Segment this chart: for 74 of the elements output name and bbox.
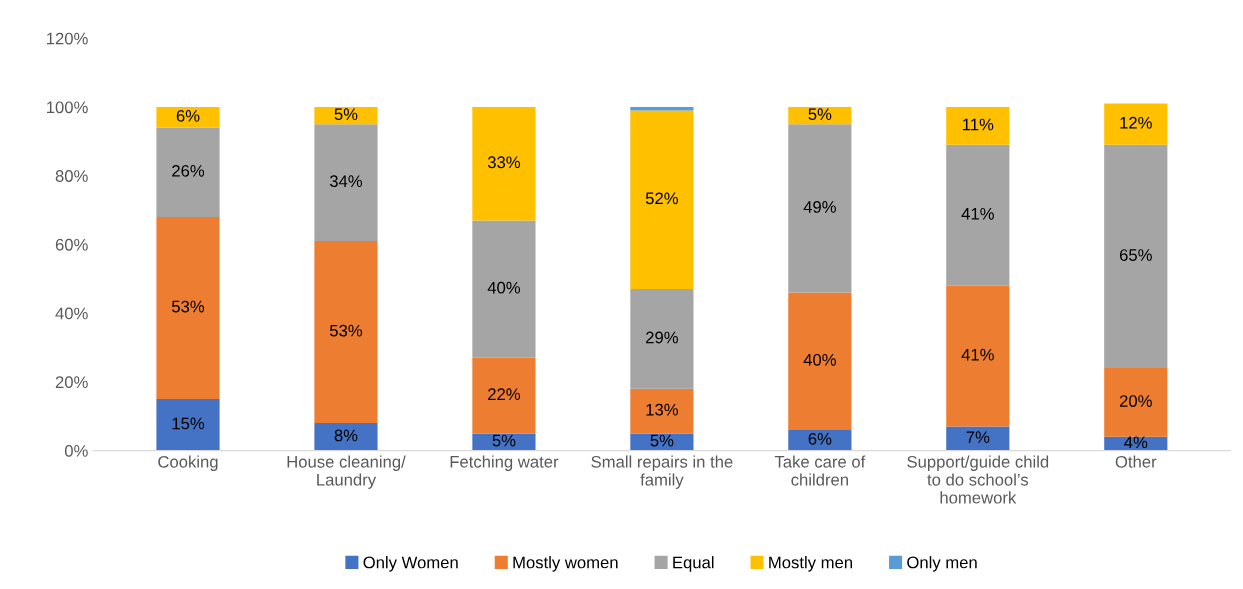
data-label: 7% (966, 431, 990, 443)
x-tick-label: Take care of children (774, 455, 866, 486)
data-label: 40% (803, 353, 836, 366)
data-label: 8% (334, 429, 358, 442)
bar (788, 107, 852, 125)
bar (314, 107, 378, 125)
data-label: 40% (487, 281, 521, 294)
x-tick-label: House cleaning/ Laundry (287, 455, 406, 489)
x-tick-label: Support/guide child to do school’s homework (907, 455, 1049, 504)
bar (946, 426, 1010, 451)
bar (630, 433, 694, 451)
data-label: 6% (176, 109, 200, 122)
data-label: 53% (329, 324, 363, 337)
data-label: 65% (1119, 249, 1152, 261)
y-tick-label: 80% (55, 170, 88, 182)
x-tick-label: Fetching water (450, 455, 559, 471)
legend-label: Mostly men (769, 556, 853, 572)
bar (788, 124, 852, 293)
y-tick-label: 100% (47, 101, 88, 114)
bar (472, 107, 536, 221)
bar (1104, 144, 1168, 369)
bar (156, 107, 220, 128)
legend-label: Only Women (363, 556, 458, 572)
data-label: 20% (1119, 395, 1152, 407)
bar (946, 107, 1010, 145)
y-tick-label: 40% (55, 307, 88, 320)
data-label: 15% (172, 417, 205, 430)
data-label: 41% (961, 207, 994, 220)
bar (630, 388, 694, 434)
data-label: 52% (645, 192, 678, 205)
data-label: 12% (1120, 116, 1152, 129)
legend-label: Mostly women (513, 556, 618, 572)
data-label: 11% (963, 118, 994, 131)
data-label: 5% (334, 108, 358, 121)
bar (314, 124, 378, 241)
data-label: 33% (487, 156, 521, 169)
bar (630, 110, 694, 290)
data-label: 5% (808, 108, 832, 121)
bar (630, 289, 694, 389)
bar (472, 357, 536, 434)
bar (156, 216, 220, 400)
bar (472, 433, 536, 451)
bar (788, 292, 852, 430)
data-label: 53% (171, 300, 205, 313)
y-tick-label: 20% (55, 376, 88, 389)
bar (1104, 368, 1168, 437)
y-tick-label: 60% (55, 238, 88, 251)
x-tick-label: Cooking (158, 455, 218, 471)
data-label: 26% (172, 164, 205, 177)
x-tick-label: Other (1115, 455, 1157, 468)
legend-label: Equal (673, 556, 714, 572)
y-tick-label: 0% (64, 444, 88, 457)
data-label: 34% (329, 175, 363, 188)
data-label: 41% (961, 348, 994, 361)
bar (946, 285, 1010, 427)
data-label: 5% (650, 434, 674, 447)
bar (156, 399, 220, 451)
bar (314, 423, 378, 451)
data-label: 6% (808, 432, 832, 445)
data-label: 49% (803, 201, 836, 213)
legend-label: Only men (907, 556, 977, 572)
bar (1104, 103, 1168, 145)
data-label: 22% (488, 388, 521, 401)
y-tick-label: 120% (47, 32, 88, 45)
data-label: 4% (1124, 436, 1148, 449)
data-label: 13% (646, 403, 678, 416)
x-tick-label: Small repairs in the family (591, 455, 733, 489)
bar (314, 241, 378, 424)
data-label: 29% (646, 331, 678, 344)
data-label: 5% (492, 434, 516, 447)
bar (472, 220, 536, 358)
bar (946, 144, 1010, 286)
bar (788, 429, 852, 451)
bar (156, 127, 220, 217)
